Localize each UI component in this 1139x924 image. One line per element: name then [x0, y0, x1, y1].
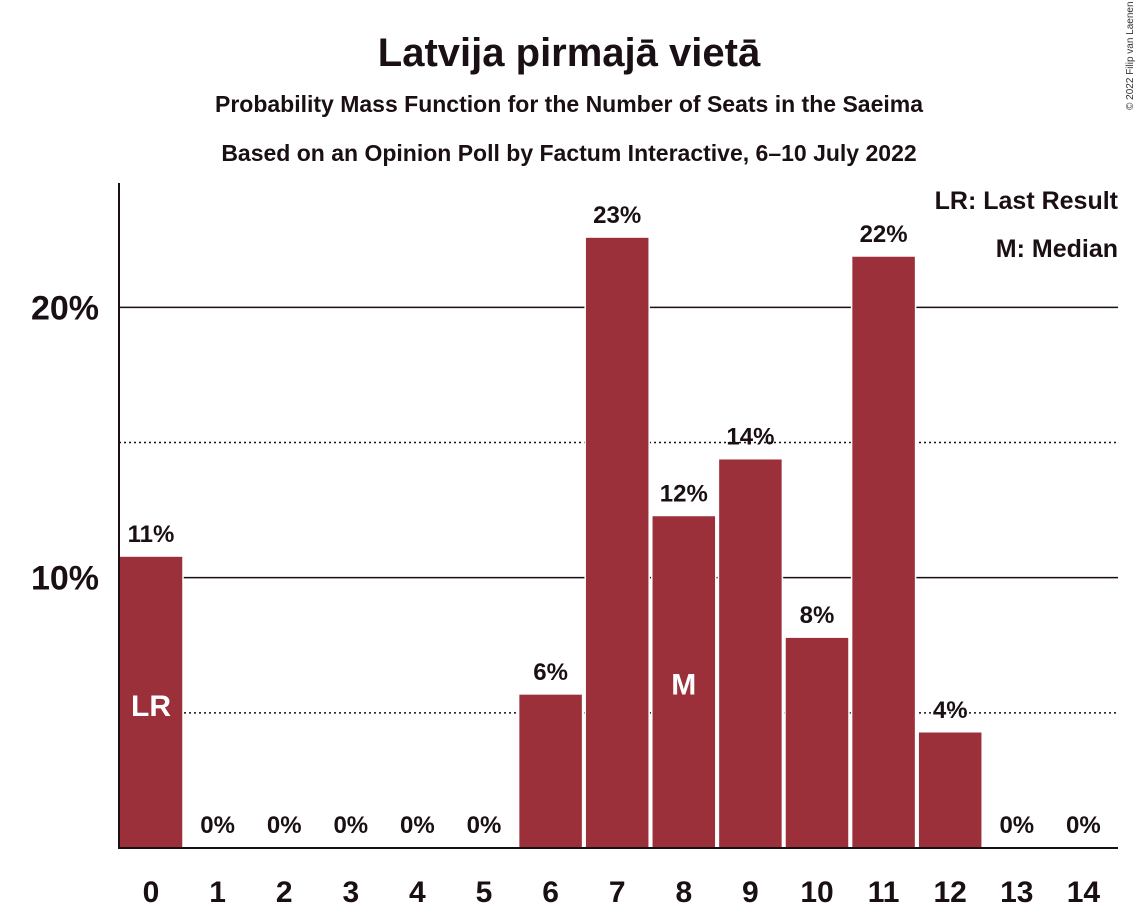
- copyright-notice: © 2022 Filip van Laenen: [1125, 1, 1136, 110]
- x-tick-label: 4: [409, 876, 426, 909]
- bar-marker-m: M: [671, 669, 696, 702]
- y-tick-label: 10%: [31, 560, 99, 598]
- data-label-seats-12: 4%: [933, 697, 968, 724]
- x-tick-label: 11: [868, 876, 900, 909]
- data-label-seats-4: 0%: [400, 812, 435, 839]
- data-label-seats-8: 12%: [660, 481, 708, 508]
- bars: [118, 236, 983, 849]
- x-tick-label: 0: [143, 876, 160, 909]
- bar-seats-7: [584, 236, 650, 849]
- x-tick-label: 2: [276, 876, 293, 909]
- x-tick-label: 6: [542, 876, 559, 909]
- data-label-seats-13: 0%: [999, 812, 1034, 839]
- legend-median: M: Median: [996, 235, 1118, 263]
- data-label-seats-0: 11%: [128, 521, 175, 548]
- chart-subtitle: Probability Mass Function for the Number…: [215, 91, 923, 117]
- bar-seats-12: [917, 731, 983, 849]
- data-label-seats-2: 0%: [267, 812, 302, 839]
- x-tick-label: 12: [934, 876, 967, 909]
- bar-seats-0: [118, 555, 184, 849]
- data-label-seats-7: 23%: [593, 202, 641, 229]
- chart-source-line: Based on an Opinion Poll by Factum Inter…: [221, 140, 916, 166]
- bar-seats-6: [517, 693, 584, 849]
- x-tick-label: 3: [342, 876, 359, 909]
- x-tick-label: 7: [609, 876, 626, 909]
- data-label-seats-3: 0%: [333, 812, 368, 839]
- data-label-seats-9: 14%: [726, 424, 774, 451]
- x-tick-label: 13: [1000, 876, 1033, 909]
- x-tick-label: 14: [1067, 876, 1101, 909]
- data-label-seats-10: 8%: [800, 602, 835, 629]
- y-tick-label: 20%: [31, 289, 99, 327]
- x-tick-label: 1: [209, 876, 226, 909]
- x-tick-label: 8: [675, 876, 692, 909]
- data-label-seats-6: 6%: [533, 659, 568, 686]
- data-labels: 11% 0% 0% 0% 0% 0% 6% 23% 12% 14% 8% 22% 4% 0% 0% LR M: [128, 202, 1101, 839]
- chart-title: Latvija pirmajā vietā: [378, 31, 761, 75]
- bar-marker-lr: LR: [131, 690, 171, 723]
- data-label-seats-14: 0%: [1066, 812, 1101, 839]
- x-tick-label: 10: [800, 876, 833, 909]
- axes: 10%20%0 1 2 3 4 5 6 7 8 9 10 11 12 13 14: [31, 183, 1118, 909]
- bar-seats-10: [784, 636, 850, 849]
- data-label-seats-5: 0%: [467, 812, 502, 839]
- x-tick-label: 9: [742, 876, 759, 909]
- legend-last-result: LR: Last Result: [935, 187, 1119, 215]
- data-label-seats-1: 0%: [200, 812, 235, 839]
- bar-seats-9: [717, 457, 784, 849]
- data-label-seats-11: 22%: [860, 221, 908, 248]
- bar-seats-11: [850, 255, 917, 849]
- x-tick-label: 5: [476, 876, 493, 909]
